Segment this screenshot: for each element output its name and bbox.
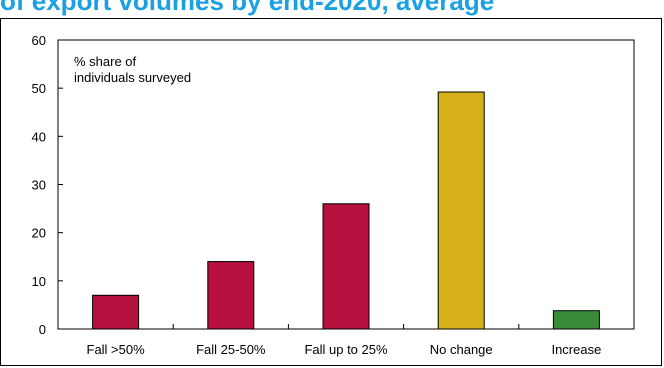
chart-title: of export volumes by end-2020, average: [0, 0, 495, 16]
bar: [437, 91, 485, 330]
y-tick-label: 10: [32, 274, 46, 289]
x-axis: Fall >50% Fall 25-50% Fall up to 25% No cha…: [57, 324, 601, 357]
x-tick-label: Fall >50%: [87, 342, 146, 357]
x-tick-label: Increase: [551, 342, 601, 357]
bar: [207, 261, 255, 330]
bars: [92, 91, 600, 330]
annotation-line-1: % share of: [74, 54, 137, 69]
y-tick-label: 40: [32, 129, 46, 144]
y-tick-label: 30: [32, 178, 46, 193]
y-axis: 0 10 20 30 40 50 60: [32, 33, 63, 337]
x-tick-label: No change: [430, 342, 493, 357]
y-tick-label: 50: [32, 81, 46, 96]
bar: [92, 294, 140, 330]
y-tick-label: 60: [32, 33, 46, 48]
bar: [552, 310, 600, 330]
y-tick-label: 0: [39, 322, 46, 337]
bar: [322, 203, 370, 330]
x-tick-label: Fall 25-50%: [196, 342, 266, 357]
annotation-line-2: individuals surveyed: [74, 70, 191, 85]
y-tick-label: 20: [32, 226, 46, 241]
x-tick-label: Fall up to 25%: [304, 342, 388, 357]
